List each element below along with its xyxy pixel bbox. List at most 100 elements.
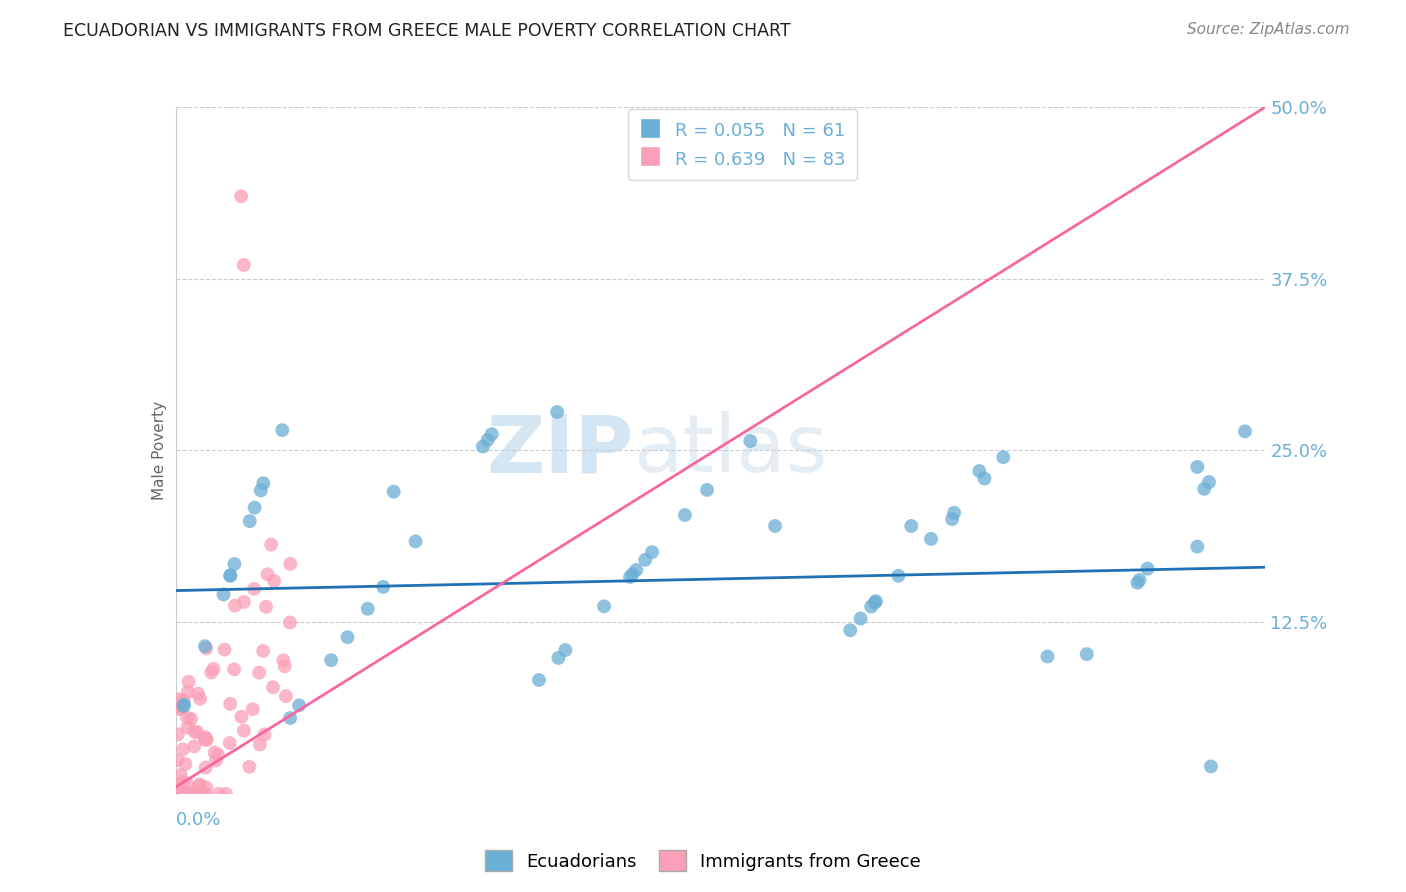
Point: [1128, 573, 1150, 587]
Point: [863, 596, 886, 610]
Point: [172, 787, 194, 801]
Point: [205, 754, 228, 768]
Point: [180, 787, 202, 801]
Point: [920, 532, 942, 546]
Point: [219, 568, 242, 582]
Point: [186, 725, 208, 739]
Point: [593, 599, 616, 614]
Point: [900, 519, 922, 533]
Point: [1126, 575, 1149, 590]
Point: [215, 787, 238, 801]
Point: [256, 567, 278, 582]
Point: [202, 662, 225, 676]
Point: [481, 427, 503, 442]
Point: [405, 534, 427, 549]
Point: [357, 601, 380, 615]
Point: [1076, 647, 1098, 661]
Point: [177, 685, 200, 699]
Point: [336, 630, 359, 644]
Point: [254, 599, 277, 614]
Text: 0.0%: 0.0%: [176, 811, 221, 829]
Point: [165, 779, 187, 793]
Point: [170, 701, 193, 715]
Point: [239, 514, 262, 528]
Point: [839, 624, 862, 638]
Point: [173, 693, 195, 707]
Point: [187, 687, 209, 701]
Point: [166, 753, 188, 767]
Point: [546, 405, 568, 419]
Point: [262, 680, 284, 694]
Y-axis label: Male Poverty: Male Poverty: [152, 401, 167, 500]
Point: [634, 553, 657, 567]
Point: [232, 595, 254, 609]
Point: [166, 699, 188, 714]
Point: [249, 483, 271, 498]
Point: [1036, 649, 1059, 664]
Point: [274, 659, 297, 673]
Point: [943, 506, 966, 520]
Point: [195, 641, 218, 656]
Point: [477, 433, 499, 447]
Point: [194, 761, 217, 775]
Point: [224, 662, 246, 676]
Point: [176, 776, 198, 790]
Point: [274, 689, 297, 703]
Point: [696, 483, 718, 497]
Point: [1136, 561, 1159, 575]
Point: [238, 760, 260, 774]
Point: [194, 787, 217, 801]
Point: [194, 639, 217, 653]
Point: [224, 599, 246, 613]
Point: [195, 732, 218, 747]
Point: [194, 732, 217, 747]
Point: [167, 692, 190, 706]
Point: [382, 484, 405, 499]
Point: [219, 697, 242, 711]
Point: [176, 721, 198, 735]
Point: [527, 673, 550, 687]
Point: [184, 787, 207, 801]
Point: [172, 742, 194, 756]
Point: [619, 570, 641, 584]
Point: [212, 587, 235, 601]
Point: [219, 568, 242, 582]
Point: [204, 746, 226, 760]
Point: [849, 611, 872, 625]
Point: [183, 724, 205, 739]
Point: [969, 464, 991, 478]
Point: [941, 512, 963, 526]
Point: [278, 615, 301, 630]
Point: [218, 736, 240, 750]
Point: [190, 787, 212, 801]
Point: [860, 599, 883, 614]
Point: [174, 757, 197, 772]
Point: [166, 787, 188, 801]
Point: [288, 698, 311, 713]
Point: [263, 574, 285, 588]
Point: [191, 787, 214, 801]
Text: Source: ZipAtlas.com: Source: ZipAtlas.com: [1187, 22, 1350, 37]
Point: [547, 651, 569, 665]
Point: [177, 674, 200, 689]
Point: [253, 727, 276, 741]
Point: [1233, 425, 1256, 439]
Point: [252, 644, 274, 658]
Point: [1192, 482, 1215, 496]
Point: [172, 775, 194, 789]
Point: [231, 189, 253, 203]
Point: [167, 787, 190, 801]
Point: [180, 787, 202, 801]
Point: [278, 557, 301, 571]
Point: [740, 434, 762, 448]
Point: [260, 538, 283, 552]
Point: [176, 710, 198, 724]
Point: [170, 787, 193, 801]
Point: [172, 787, 194, 801]
Point: [188, 779, 211, 793]
Point: [195, 780, 218, 795]
Point: [208, 787, 231, 801]
Point: [173, 698, 195, 713]
Point: [993, 450, 1015, 465]
Point: [242, 702, 264, 716]
